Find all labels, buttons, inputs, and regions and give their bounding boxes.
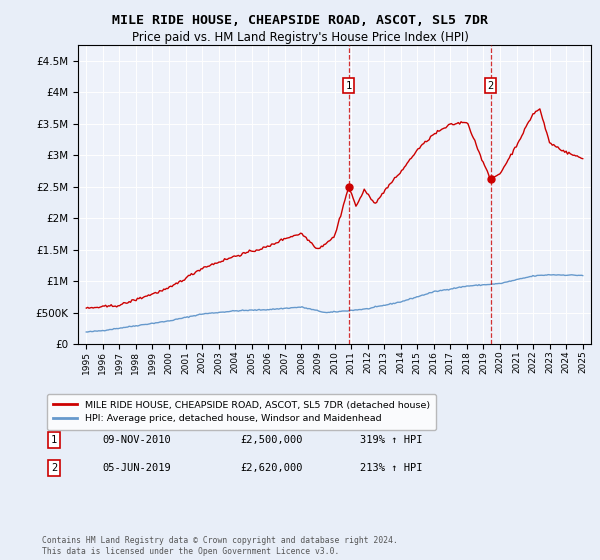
Text: 2: 2	[51, 463, 57, 473]
Text: 05-JUN-2019: 05-JUN-2019	[102, 463, 171, 473]
Text: 2: 2	[487, 81, 494, 91]
Text: £2,620,000: £2,620,000	[240, 463, 302, 473]
Text: 319% ↑ HPI: 319% ↑ HPI	[360, 435, 422, 445]
Text: 1: 1	[51, 435, 57, 445]
Text: 09-NOV-2010: 09-NOV-2010	[102, 435, 171, 445]
Text: 213% ↑ HPI: 213% ↑ HPI	[360, 463, 422, 473]
Legend: MILE RIDE HOUSE, CHEAPSIDE ROAD, ASCOT, SL5 7DR (detached house), HPI: Average p: MILE RIDE HOUSE, CHEAPSIDE ROAD, ASCOT, …	[47, 394, 436, 430]
Text: £2,500,000: £2,500,000	[240, 435, 302, 445]
Text: Contains HM Land Registry data © Crown copyright and database right 2024.
This d: Contains HM Land Registry data © Crown c…	[42, 536, 398, 556]
Text: MILE RIDE HOUSE, CHEAPSIDE ROAD, ASCOT, SL5 7DR: MILE RIDE HOUSE, CHEAPSIDE ROAD, ASCOT, …	[112, 14, 488, 27]
Text: Price paid vs. HM Land Registry's House Price Index (HPI): Price paid vs. HM Land Registry's House …	[131, 31, 469, 44]
Text: 1: 1	[346, 81, 352, 91]
